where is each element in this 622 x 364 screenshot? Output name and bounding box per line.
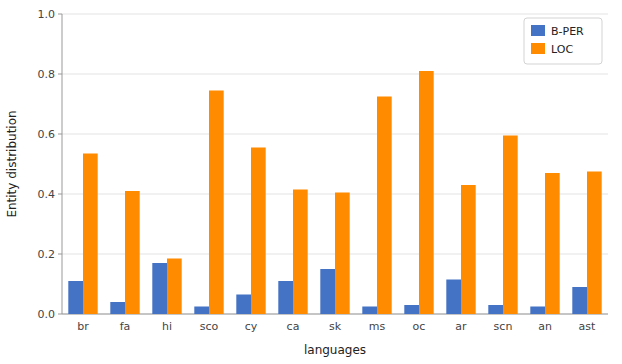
- x-tick-label: sco: [200, 320, 219, 333]
- bar: [572, 287, 587, 314]
- bar: [209, 91, 224, 315]
- bar: [545, 173, 560, 314]
- legend: B-PER LOC: [524, 18, 602, 64]
- bars: [68, 71, 601, 314]
- x-axis-label: languages: [304, 343, 366, 357]
- grid-line: [62, 74, 608, 75]
- bar: [587, 172, 602, 315]
- bar: [461, 185, 476, 314]
- y-tick: [58, 14, 62, 15]
- chart-container: 0.0 0.2 0.4 0.6 0.8 1.0 br fa hi sco cy ca sk ms oc ar s…: [0, 0, 622, 364]
- y-tick-label: 0.8: [38, 68, 56, 81]
- bar: [377, 97, 392, 315]
- legend-swatch: [531, 25, 545, 36]
- bar: [362, 307, 377, 315]
- x-tick-label: oc: [413, 320, 426, 333]
- bar: [167, 259, 182, 315]
- y-tick-label: 1.0: [38, 8, 56, 21]
- y-tick-label: 0.0: [38, 308, 56, 321]
- bar: [194, 307, 209, 315]
- y-tick: [58, 254, 62, 255]
- x-tick-label: ms: [369, 320, 386, 333]
- y-tick: [58, 74, 62, 75]
- legend-box: [524, 18, 602, 64]
- bar: [320, 269, 335, 314]
- y-tick: [58, 134, 62, 135]
- x-tick-label: scn: [494, 320, 513, 333]
- bar: [68, 281, 83, 314]
- bar: [446, 280, 461, 315]
- x-tick-label: cy: [245, 320, 258, 333]
- y-tick-label: 0.4: [38, 188, 56, 201]
- bar: [125, 191, 140, 314]
- bar: [278, 281, 293, 314]
- x-tick-label: ca: [287, 320, 300, 333]
- bar: [293, 190, 308, 315]
- x-tick-label: fa: [120, 320, 131, 333]
- x-tick-label: hi: [162, 320, 172, 333]
- grid-line: [62, 14, 608, 15]
- x-tick-label: ast: [579, 320, 596, 333]
- y-tick-label: 0.6: [38, 128, 56, 141]
- bar: [152, 263, 167, 314]
- x-tick-label: br: [77, 320, 89, 333]
- x-tick-label: ar: [455, 320, 467, 333]
- bar: [236, 295, 251, 315]
- legend-label: LOC: [551, 43, 573, 56]
- x-tick-label: sk: [329, 320, 342, 333]
- bar: [110, 302, 125, 314]
- bar: [488, 305, 503, 314]
- bar: [503, 136, 518, 315]
- y-tick: [58, 314, 62, 315]
- bar: [335, 193, 350, 315]
- x-tick-label: an: [538, 320, 552, 333]
- bar: [404, 305, 419, 314]
- axes: 0.0 0.2 0.4 0.6 0.8 1.0 br fa hi sco cy ca sk ms oc ar s…: [38, 8, 609, 333]
- y-tick: [58, 194, 62, 195]
- grid-line: [62, 134, 608, 135]
- chart: 0.0 0.2 0.4 0.6 0.8 1.0 br fa hi sco cy ca sk ms oc ar s…: [0, 0, 622, 364]
- y-axis-label: Entity distribution: [5, 110, 19, 217]
- y-tick-label: 0.2: [38, 248, 56, 261]
- bar: [419, 71, 434, 314]
- grid: [62, 14, 608, 314]
- bar: [83, 154, 98, 315]
- bar: [251, 148, 266, 315]
- legend-label: B-PER: [551, 25, 584, 38]
- legend-swatch: [531, 43, 545, 54]
- y-axis-line: [62, 14, 63, 314]
- bar: [530, 307, 545, 315]
